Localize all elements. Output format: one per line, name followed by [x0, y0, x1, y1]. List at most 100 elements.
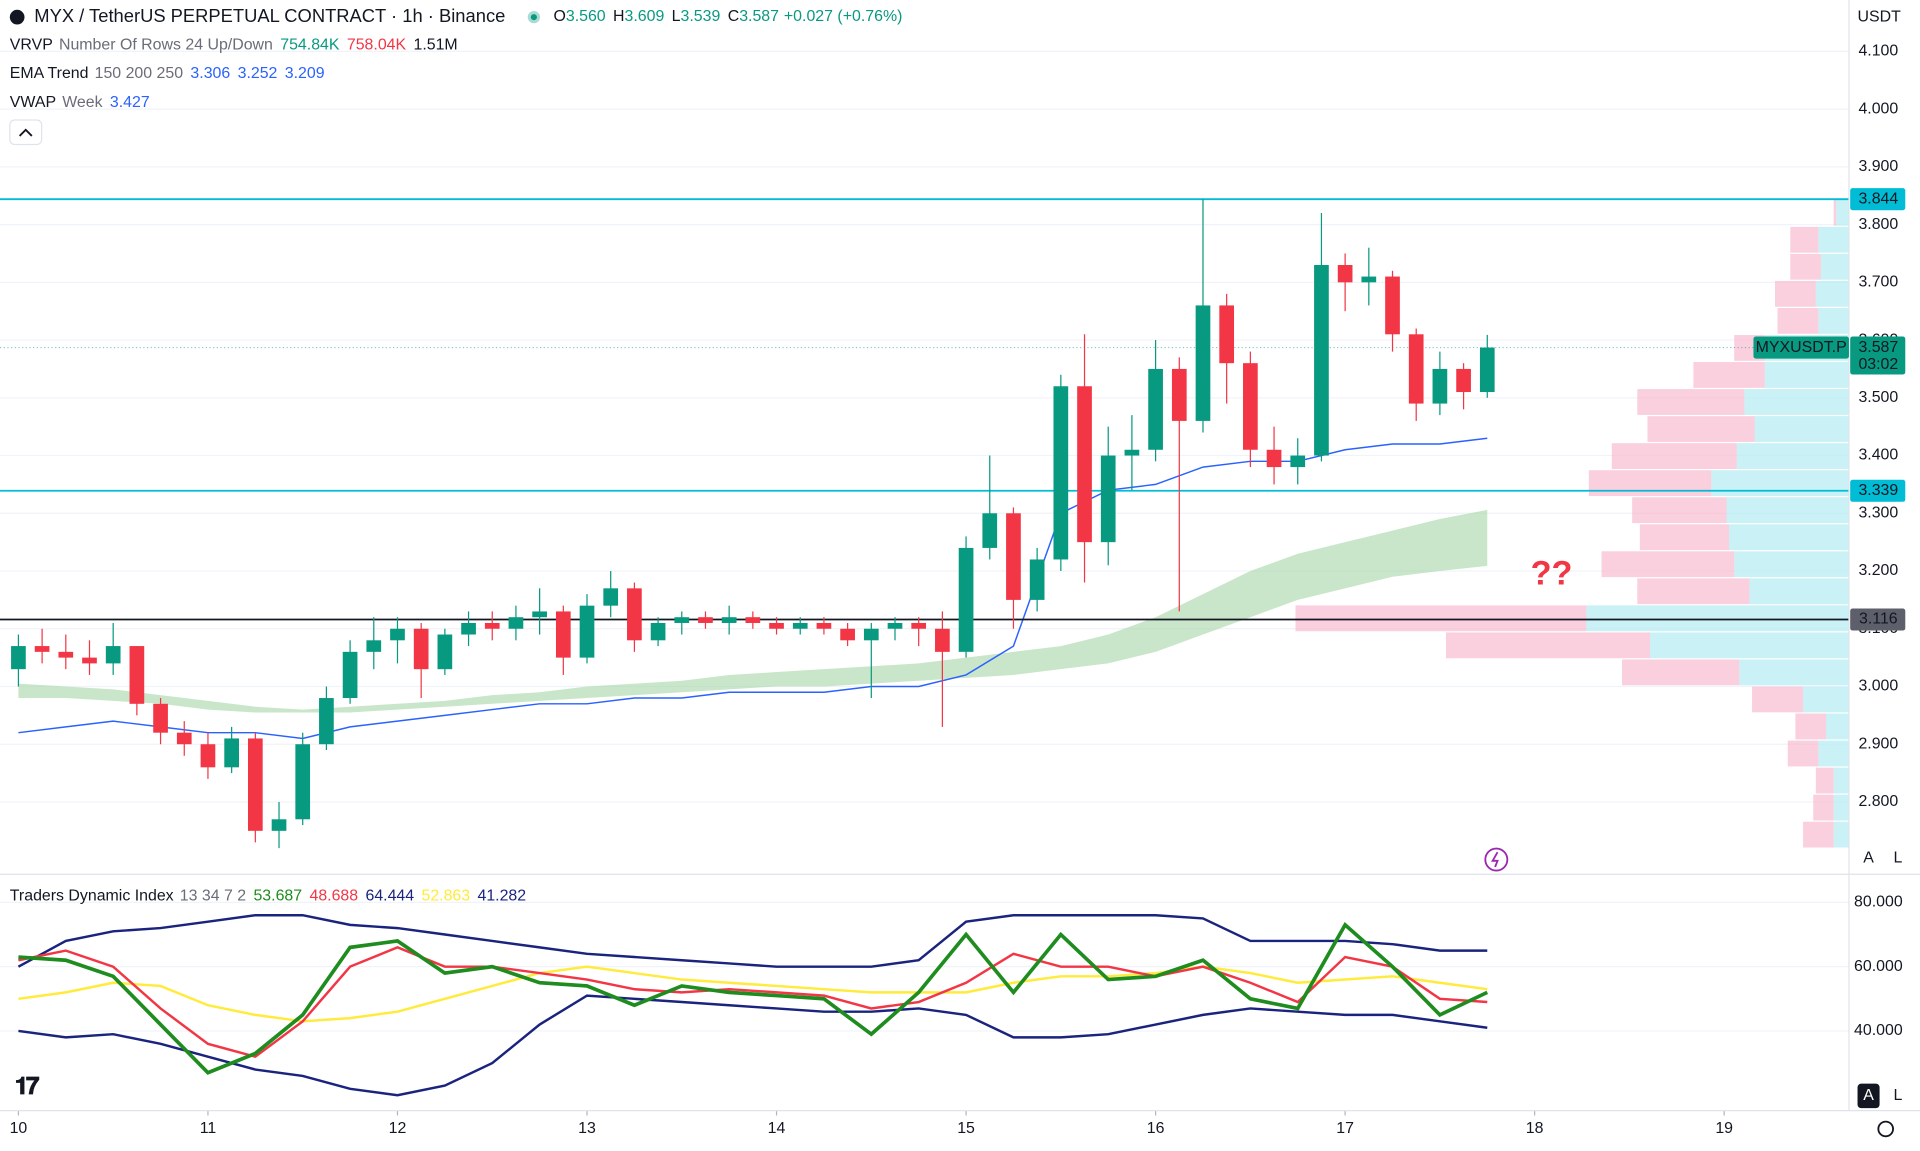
candle-body — [792, 622, 808, 629]
candle-body — [1053, 386, 1069, 560]
candle-body — [508, 617, 524, 629]
profile-down — [1752, 686, 1804, 713]
candle-body — [769, 622, 784, 629]
profile-up — [1726, 497, 1849, 524]
data-layer — [0, 198, 1849, 1097]
candle-body — [82, 657, 97, 664]
candle-body — [1171, 368, 1187, 421]
candle-body — [295, 744, 311, 820]
symbol-icon[interactable] — [9, 9, 25, 25]
y-tick-label: 3.400 — [1858, 447, 1898, 464]
ohlc-key: C — [728, 8, 740, 25]
indicator-params: 13 34 7 2 — [180, 888, 246, 905]
candle-body — [413, 628, 429, 670]
indicator-legend: VRVP Number Of Rows 24 Up/Down 754.84K 758.… — [10, 37, 458, 54]
candle-body — [271, 819, 287, 831]
indicator-value: 1.51M — [413, 37, 457, 54]
tradingview-logo[interactable]: 𝟏𝟕 — [15, 1073, 43, 1100]
level-label: 3.116 — [1859, 611, 1898, 628]
profile-up — [1711, 470, 1849, 497]
y-tick-label: 4.100 — [1858, 43, 1898, 60]
x-tick-label: 13 — [578, 1120, 596, 1137]
auto-scale-button[interactable]: A — [1863, 850, 1874, 867]
candle-body — [555, 611, 571, 658]
profile-up — [1754, 416, 1849, 442]
candle-body — [887, 622, 903, 629]
indicator-params: Week — [62, 94, 102, 111]
profile-up — [1650, 632, 1849, 659]
candle-body — [200, 744, 216, 768]
candle-body — [1479, 347, 1495, 393]
candle-body — [935, 628, 950, 652]
y-tick-label: 4.000 — [1858, 100, 1898, 117]
candle-body — [1314, 265, 1329, 456]
profile-down — [1813, 794, 1834, 821]
profile-down — [1774, 280, 1816, 307]
currency-label[interactable]: USDT — [1858, 8, 1902, 25]
candle-body — [461, 622, 476, 635]
collapse-button[interactable] — [9, 119, 43, 146]
ema-band — [18, 509, 1488, 713]
candle-body — [1148, 368, 1163, 450]
y-tick-label: 3.000 — [1858, 678, 1898, 695]
indicator-name: EMA Trend — [10, 65, 89, 82]
profile-down — [1637, 578, 1750, 605]
candle-body — [11, 646, 26, 670]
tdi-line — [18, 994, 1488, 1097]
candle-body — [129, 646, 145, 704]
profile-down — [1295, 605, 1587, 632]
candle-body — [840, 628, 855, 641]
tdi-auto-scale-button[interactable]: A — [1863, 1087, 1874, 1104]
profile-down — [1637, 389, 1745, 415]
candle-body — [603, 588, 619, 606]
candle-body — [484, 622, 500, 629]
profile-down — [1815, 767, 1834, 794]
indicator-legend: EMA Trend 150 200 250 3.306 3.252 3.209 — [10, 65, 325, 82]
indicator-value: 754.84K — [280, 37, 340, 54]
x-tick-label: 10 — [10, 1120, 28, 1137]
settings-icon[interactable] — [1877, 1120, 1894, 1138]
last-price-label: 3.587 — [1858, 339, 1898, 356]
candle-body — [153, 703, 168, 733]
profile-layer — [1295, 199, 1849, 848]
profile-down — [1803, 821, 1834, 848]
tdi-log-scale-button[interactable]: L — [1894, 1087, 1903, 1104]
profile-down — [1795, 713, 1827, 740]
profile-up — [1818, 226, 1849, 253]
level-label: 3.339 — [1858, 482, 1898, 499]
y-tick-label: 3.300 — [1858, 504, 1898, 521]
tdi-line — [18, 965, 1488, 1023]
candle-body — [982, 513, 998, 548]
tdi-line — [18, 922, 1489, 1075]
y-tick-label: 2.800 — [1858, 793, 1898, 810]
profile-up — [1764, 362, 1849, 388]
indicator-params: 150 200 250 — [95, 65, 184, 82]
candle-body — [958, 547, 974, 652]
profile-down — [1790, 226, 1819, 253]
candle-body — [1077, 386, 1092, 543]
candle-body — [1124, 449, 1140, 456]
log-scale-button[interactable]: L — [1894, 850, 1903, 867]
profile-up — [1729, 524, 1849, 551]
candle-body — [1029, 559, 1045, 600]
auto-scale-box — [1857, 1083, 1880, 1109]
countdown-label: 03:02 — [1858, 356, 1898, 373]
candle-body — [1408, 334, 1424, 404]
lightning-icon[interactable] — [1484, 847, 1509, 872]
indicator-value: 52.863 — [421, 888, 470, 905]
candle-body — [1432, 368, 1448, 404]
status-dot-inner — [530, 14, 537, 21]
profile-up — [1833, 767, 1849, 794]
profile-down — [1833, 199, 1837, 226]
y-tick-label: 2.900 — [1858, 735, 1898, 752]
candle-body — [176, 732, 192, 745]
y-tick-label: 80.000 — [1854, 894, 1903, 911]
symbol-box — [1753, 336, 1849, 359]
indicator-value: 64.444 — [365, 888, 414, 905]
candle-body — [863, 628, 879, 641]
indicator-name: Traders Dynamic Index — [10, 888, 174, 905]
candle-body — [650, 622, 666, 641]
indicator-value: 3.252 — [238, 65, 278, 82]
